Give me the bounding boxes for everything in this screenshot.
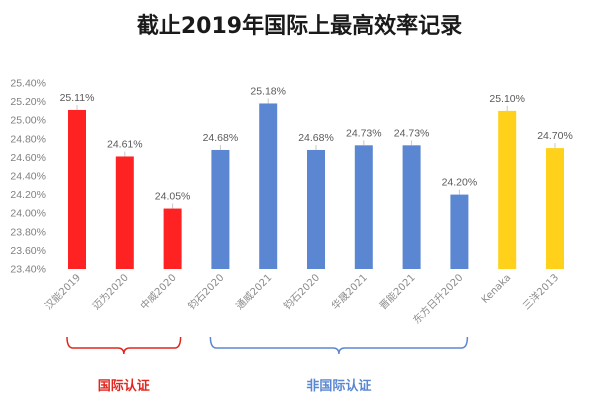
y-axis: 23.40% 23.60% 23.80% 24.00% 24.20% 24.40% 24.6… xyxy=(10,78,46,276)
bar xyxy=(307,149,325,269)
data-label: 24.61% xyxy=(107,138,143,150)
y-tick-label: 25.00% xyxy=(10,115,46,127)
bar xyxy=(354,145,373,269)
group-bracket xyxy=(209,336,469,355)
group-bracket xyxy=(66,336,182,355)
bar xyxy=(115,156,134,269)
bar xyxy=(259,103,278,270)
y-tick-label: 23.60% xyxy=(10,245,46,257)
data-label: 24.05% xyxy=(155,191,191,203)
category-label: 东方日升2020 xyxy=(410,271,465,326)
group-label: 非国际认证 xyxy=(306,378,371,394)
category-label: Kenaka xyxy=(480,272,514,306)
category-label: 晋能2021 xyxy=(376,271,417,312)
category-label: 三洋2013 xyxy=(520,271,561,312)
bar xyxy=(68,109,86,269)
category-label: 华晟2021 xyxy=(329,271,370,312)
data-label: 24.68% xyxy=(298,132,334,144)
group-label: 国际认证 xyxy=(98,378,150,394)
bar xyxy=(211,149,230,269)
y-tick-label: 23.40% xyxy=(10,264,46,276)
category-label: 中威2020 xyxy=(137,271,178,312)
data-label: 25.11% xyxy=(60,92,95,104)
y-tick-label: 25.20% xyxy=(10,96,46,108)
bars xyxy=(68,98,564,270)
y-tick-label: 23.80% xyxy=(10,226,46,238)
y-tick-label: 24.40% xyxy=(10,171,46,183)
x-axis-labels: 汉能2019 迈为2020 中威2020 钧石2020 通威2021 钧石2020 华晟20… xyxy=(42,271,561,326)
category-label: 通威2021 xyxy=(233,271,274,312)
y-tick-label: 24.00% xyxy=(10,208,46,220)
group-brackets: 国际认证 非国际认证 xyxy=(66,336,469,394)
data-label: 25.18% xyxy=(250,85,286,97)
category-label: 汉能2019 xyxy=(42,271,83,312)
bar xyxy=(402,145,421,269)
category-label: 钧石2020 xyxy=(186,272,227,313)
data-label: 24.73% xyxy=(346,127,382,139)
y-tick-label: 24.20% xyxy=(10,189,46,201)
y-tick-label: 24.80% xyxy=(10,133,46,145)
y-tick-label: 24.60% xyxy=(10,152,46,164)
data-label: 24.70% xyxy=(537,130,573,142)
data-label: 24.20% xyxy=(442,177,478,189)
category-label: 钧石2020 xyxy=(281,272,322,313)
data-labels: 25.11% 24.61% 24.05% 24.68% 25.18% 24.68% 24.7… xyxy=(60,85,573,202)
data-label: 24.73% xyxy=(394,127,430,139)
data-label: 25.10% xyxy=(489,93,525,105)
bar xyxy=(498,110,517,270)
category-label: 迈为2020 xyxy=(90,272,131,313)
bar xyxy=(546,148,564,269)
y-tick-label: 25.40% xyxy=(10,78,46,90)
bar xyxy=(163,208,182,269)
data-label: 24.68% xyxy=(203,132,239,144)
bar xyxy=(450,194,469,269)
chart-title: 截止2019年国际上最高效率记录 xyxy=(137,13,462,39)
